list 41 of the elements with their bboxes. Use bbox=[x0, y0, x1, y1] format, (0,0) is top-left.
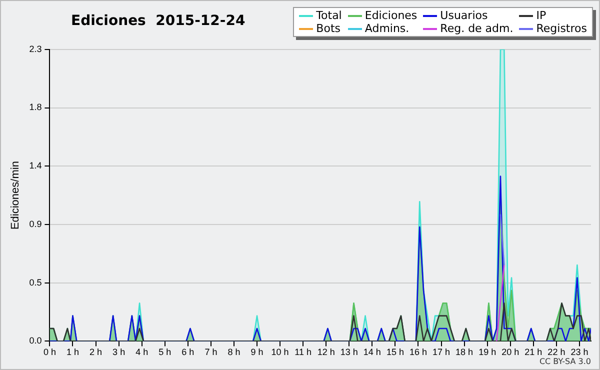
x-tick-label: 7 h bbox=[204, 347, 218, 358]
y-tick-label: 1.4 bbox=[29, 160, 42, 171]
x-tick-label: 9 h bbox=[250, 347, 264, 358]
x-tick-label: 17 h bbox=[432, 347, 450, 358]
y-tick-label: 1.8 bbox=[29, 102, 42, 112]
legend-label: Ediciones bbox=[364, 9, 418, 22]
legend-label: Registros bbox=[535, 22, 587, 35]
x-tick-label: 15 h bbox=[386, 347, 404, 358]
x-tick-label: 10 h bbox=[271, 347, 289, 358]
legend-label: Admins. bbox=[364, 22, 410, 35]
legend-label: Total bbox=[315, 9, 342, 22]
legend-label: Reg. de adm. bbox=[439, 22, 514, 35]
x-tick-label: 6 h bbox=[182, 347, 194, 358]
x-tick-label: 20 h bbox=[502, 347, 520, 358]
x-tick-label: 19 h bbox=[478, 347, 496, 358]
legend-label: Usuarios bbox=[439, 9, 489, 22]
x-tick-label: 8 h bbox=[228, 347, 240, 358]
legend-label: Bots bbox=[315, 22, 342, 35]
x-tick-label: 1 h bbox=[66, 347, 80, 358]
chart-title: Ediciones 2015-12-24 bbox=[71, 13, 246, 29]
x-tick-label: 0 h bbox=[43, 347, 56, 358]
text: CC BY-SA 3.0 bbox=[539, 357, 591, 366]
x-tick-label: 12 h bbox=[317, 347, 335, 358]
x-tick-label: 23 h bbox=[570, 347, 588, 358]
x-tick-label: 22 h bbox=[548, 347, 566, 358]
y-tick-label: 0.5 bbox=[29, 277, 42, 288]
x-tick-label: 14 h bbox=[363, 347, 381, 358]
x-tick-label: 5 h bbox=[158, 347, 172, 358]
y-tick-label: 0.9 bbox=[29, 218, 42, 229]
y-tick-label: 2.3 bbox=[29, 44, 42, 54]
x-tick-label: 11 h bbox=[294, 347, 312, 358]
x-tick-label: 13 h bbox=[340, 347, 358, 358]
x-tick-label: 4 h bbox=[136, 347, 148, 358]
x-tick-label: 16 h bbox=[409, 347, 428, 358]
x-tick-label: 2 h bbox=[90, 347, 102, 358]
x-tick-label: 18 h bbox=[456, 347, 474, 358]
x-tick-label: 21 h bbox=[524, 347, 542, 358]
y-tick-label: 0.0 bbox=[29, 336, 42, 346]
y-axis-title: Ediciones/min bbox=[10, 161, 22, 230]
x-tick-label: 3 h bbox=[112, 347, 126, 358]
legend-label: IP bbox=[535, 9, 548, 22]
